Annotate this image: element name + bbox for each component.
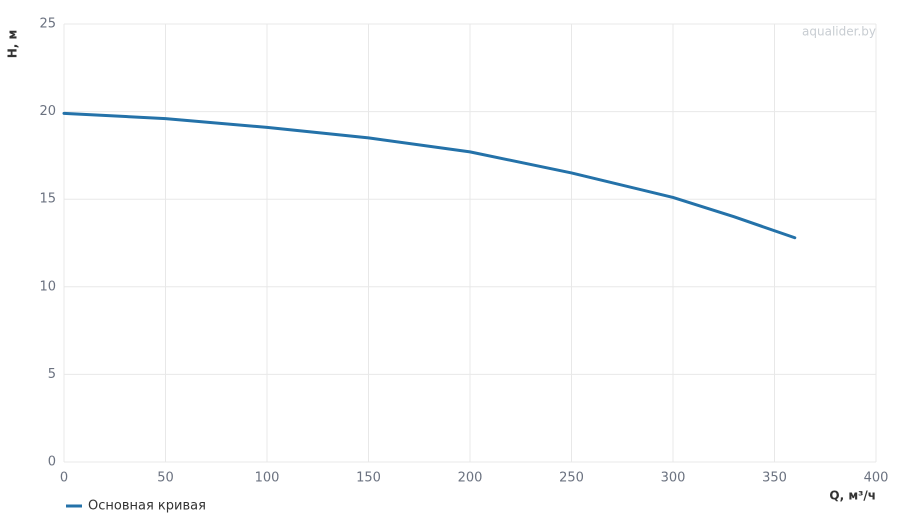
x-tick-label: 50	[157, 471, 174, 486]
y-tick-label: 25	[39, 17, 56, 32]
y-tick-label: 5	[48, 367, 56, 382]
x-tick-label: 400	[864, 471, 889, 486]
y-tick-label: 20	[39, 104, 56, 119]
x-tick-label: 300	[661, 471, 686, 486]
x-tick-label: 200	[458, 471, 483, 486]
legend-label: Основная кривая	[88, 499, 206, 514]
x-axis-label: Q, м³/ч	[829, 489, 876, 503]
x-tick-label: 100	[255, 471, 280, 486]
x-tick-label: 350	[762, 471, 787, 486]
y-axis-label: H, м	[6, 30, 20, 59]
x-tick-label: 250	[559, 471, 584, 486]
y-tick-label: 10	[39, 279, 56, 294]
x-tick-label: 0	[60, 471, 68, 486]
y-tick-label: 0	[48, 455, 56, 470]
watermark: aqualider.by	[802, 25, 876, 39]
y-tick-label: 15	[39, 192, 56, 207]
x-tick-label: 150	[356, 471, 381, 486]
line	[62, 111, 797, 240]
